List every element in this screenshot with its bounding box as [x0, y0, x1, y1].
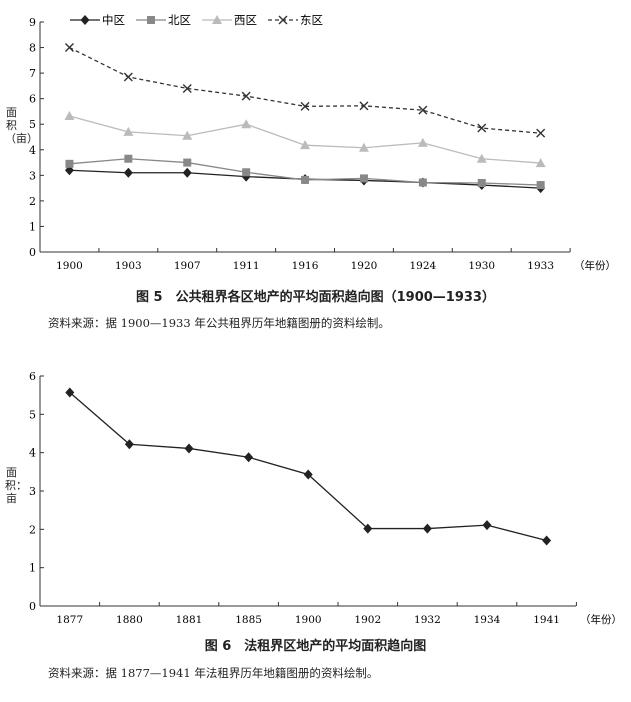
chart1-caption: 图 5 公共租界各区地产的平均面积趋向图（1900—1933）	[136, 290, 495, 305]
chart2-y-tick-label: 0	[29, 600, 36, 613]
chart1-x-tick-label: 1916	[292, 260, 319, 272]
legend-marker	[80, 15, 90, 25]
chart2-x-tick-label: 1900	[295, 614, 322, 626]
chart2-x-tick-label: 1932	[414, 614, 441, 626]
legend-marker	[278, 15, 288, 25]
chart1-y-tick-label: 3	[29, 169, 36, 182]
chart1-point-西区	[64, 111, 75, 121]
chart1-x-tick-label: 1907	[174, 260, 201, 272]
chart2-point-法租界	[363, 523, 373, 534]
chart2-series-line-0	[69, 391, 547, 542]
chart1-point-北区	[301, 175, 310, 184]
chart1-point-西区	[241, 119, 252, 129]
chart1-y-label: 面积（亩）	[5, 106, 38, 145]
chart2-y-tick-label: 2	[29, 523, 36, 536]
chart2-x-tick-label: 1877	[56, 614, 83, 626]
chart2-x-tick-label: 1902	[354, 614, 381, 626]
legend-label: 北区	[168, 13, 191, 27]
chart1-y-tick-label: 5	[29, 118, 36, 131]
chart2-x-tick-label: 1941	[533, 614, 560, 626]
chart2-point-法租界	[422, 523, 432, 534]
chart1-point-西区	[182, 130, 193, 140]
chart1-point-中区	[123, 167, 133, 178]
chart1-point-西区	[123, 126, 134, 136]
chart1-point-东区	[418, 105, 428, 115]
chart1-point-北区	[242, 168, 251, 177]
chart1-point-东区	[536, 128, 546, 138]
chart1-point-西区	[535, 158, 546, 168]
chart2-x-tick-label: 1880	[116, 614, 143, 626]
chart1-point-东区	[300, 101, 310, 111]
chart1-series-line-3	[69, 46, 541, 134]
chart1-point-北区	[65, 159, 74, 168]
chart1-y-tick-label: 2	[29, 195, 36, 208]
chart1-y-tick-label: 6	[29, 93, 36, 106]
chart1-y-tick-label: 0	[29, 246, 36, 259]
chart1-x-label: （年份）	[574, 259, 616, 272]
chart1-x-tick-label: 1911	[233, 260, 260, 272]
chart1-source: 资料来源：据 1900—1933 年公共租界历年地籍图册的资料绘制。	[48, 316, 390, 330]
chart1-point-西区	[476, 153, 487, 163]
legend-label: 中区	[102, 13, 125, 27]
chart1-point-北区	[359, 174, 368, 183]
chart2-point-法租界	[482, 520, 492, 531]
chart2-point-法租界	[542, 535, 552, 546]
chart1-point-东区	[241, 91, 251, 101]
chart2-point-法租界	[65, 387, 75, 398]
legend-marker	[147, 16, 155, 24]
chart1-x-tick-label: 1900	[56, 260, 83, 272]
chart1-series-line-2	[69, 115, 541, 164]
chart1-point-西区	[300, 140, 311, 150]
chart1-x-tick-label: 1933	[527, 260, 554, 272]
chart2-point-法租界	[303, 469, 313, 480]
chart2-x-tick-label: 1885	[235, 614, 262, 626]
chart1-y-tick-label: 7	[29, 67, 36, 80]
chart1-y-tick-label: 8	[29, 42, 36, 55]
chart2-x-tick-label: 1881	[176, 614, 203, 626]
chart2-y-tick-label: 4	[29, 447, 36, 460]
chart1-point-北区	[124, 154, 133, 163]
chart1-x-tick-label: 1930	[468, 260, 495, 272]
chart1-point-东区	[182, 83, 192, 93]
chart2-y-tick-label: 3	[29, 485, 36, 498]
chart1-point-西区	[358, 142, 369, 152]
chart2-y-tick-label: 5	[29, 408, 36, 421]
chart2-point-法租界	[244, 452, 254, 463]
chart2-y-tick-label: 1	[29, 562, 36, 575]
legend-label: 东区	[300, 13, 323, 27]
chart2-x-tick-label: 1934	[474, 614, 501, 626]
legend-label: 西区	[234, 13, 257, 27]
chart2-point-法租界	[124, 439, 134, 450]
chart1-point-西区	[417, 137, 428, 147]
chart1-point-北区	[418, 178, 427, 187]
chart1-point-东区	[359, 101, 369, 111]
chart2-x-label: （年份）	[580, 613, 622, 626]
chart1-point-东区	[477, 123, 487, 133]
chart1-point-北区	[536, 181, 545, 190]
chart1-x-tick-label: 1924	[409, 260, 436, 272]
chart1-x-tick-label: 1920	[351, 260, 378, 272]
chart1-point-北区	[477, 179, 486, 187]
chart1-point-中区	[182, 167, 192, 178]
chart1-point-东区	[123, 72, 133, 82]
chart2-point-法租界	[184, 443, 194, 454]
legend-marker	[212, 15, 222, 24]
chart1-point-东区	[64, 43, 74, 53]
chart2-caption: 图 6 法租界区地产的平均面积趋向图	[204, 639, 427, 654]
chart1-point-北区	[183, 158, 192, 167]
chart2-y-tick-label: 6	[29, 370, 36, 383]
chart1-y-tick-label: 1	[29, 220, 36, 233]
chart2-y-label: 面积：亩	[5, 466, 27, 505]
chart2-source: 资料来源：据 1877—1941 年法租界历年地籍图册的资料绘制。	[48, 666, 379, 680]
chart1-y-tick-label: 9	[29, 16, 36, 29]
chart1-y-tick-label: 4	[29, 144, 36, 157]
chart1-x-tick-label: 1903	[115, 260, 142, 272]
